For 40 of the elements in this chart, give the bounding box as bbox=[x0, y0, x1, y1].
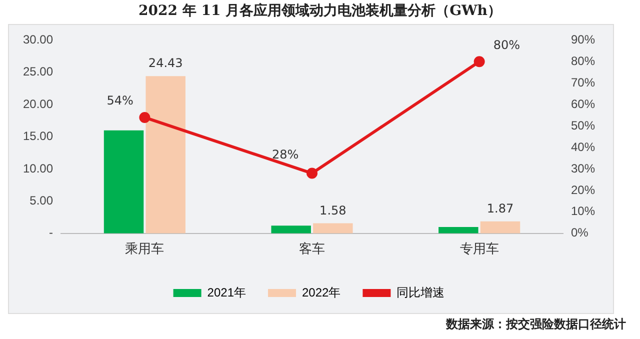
bar bbox=[480, 221, 520, 234]
y2-tick-label: 50% bbox=[570, 118, 596, 132]
y2-tick-label: 70% bbox=[570, 75, 596, 90]
y2-tick-label: 10% bbox=[570, 204, 596, 218]
bar bbox=[313, 223, 353, 234]
data-label: 80% bbox=[493, 38, 520, 52]
point bbox=[306, 168, 318, 179]
chart-title: 2022 年 11 月各应用领域动力电池装机量分析（GWh） bbox=[138, 2, 502, 20]
y2-tick-label: 60% bbox=[570, 96, 596, 111]
bar bbox=[271, 226, 311, 234]
data-label: 28% bbox=[272, 147, 299, 162]
y-tick-label: 30.00 bbox=[23, 32, 54, 47]
y2-tick-label: 20% bbox=[570, 182, 596, 197]
legend-label: 2021年 bbox=[207, 285, 246, 300]
y2-tick-label: 80% bbox=[570, 54, 596, 68]
y-tick-label: 20.00 bbox=[23, 96, 54, 111]
y-tick-label: 5.00 bbox=[30, 194, 54, 208]
data-label: 1.87 bbox=[486, 201, 514, 216]
data-label: 1.58 bbox=[320, 203, 346, 218]
y-tick-label: 10.00 bbox=[23, 161, 54, 176]
bar bbox=[146, 76, 186, 234]
data-label: 54% bbox=[106, 94, 134, 108]
x-tick-label: 专用车 bbox=[460, 240, 499, 256]
point bbox=[474, 56, 485, 68]
x-tick-label: 客车 bbox=[299, 240, 326, 256]
y-tick-label: 15.00 bbox=[23, 129, 54, 144]
point bbox=[139, 112, 150, 123]
y-tick-label: - bbox=[49, 226, 54, 240]
legend-label: 同比增速 bbox=[396, 285, 445, 300]
y2-tick-label: 30% bbox=[570, 161, 596, 176]
y2-tick-label: 90% bbox=[570, 32, 596, 47]
legend-label: 2022年 bbox=[302, 285, 341, 300]
bar bbox=[104, 130, 144, 234]
source-note: 数据来源：按交强险数据口径统计 bbox=[446, 316, 626, 333]
x-tick-label: 乘用车 bbox=[125, 240, 164, 256]
y-tick-label: 25.00 bbox=[23, 64, 54, 79]
y2-tick-label: 40% bbox=[570, 140, 596, 154]
y2-tick-label: 0% bbox=[570, 226, 589, 240]
bar bbox=[438, 226, 478, 234]
data-label: 24.43 bbox=[148, 56, 183, 70]
